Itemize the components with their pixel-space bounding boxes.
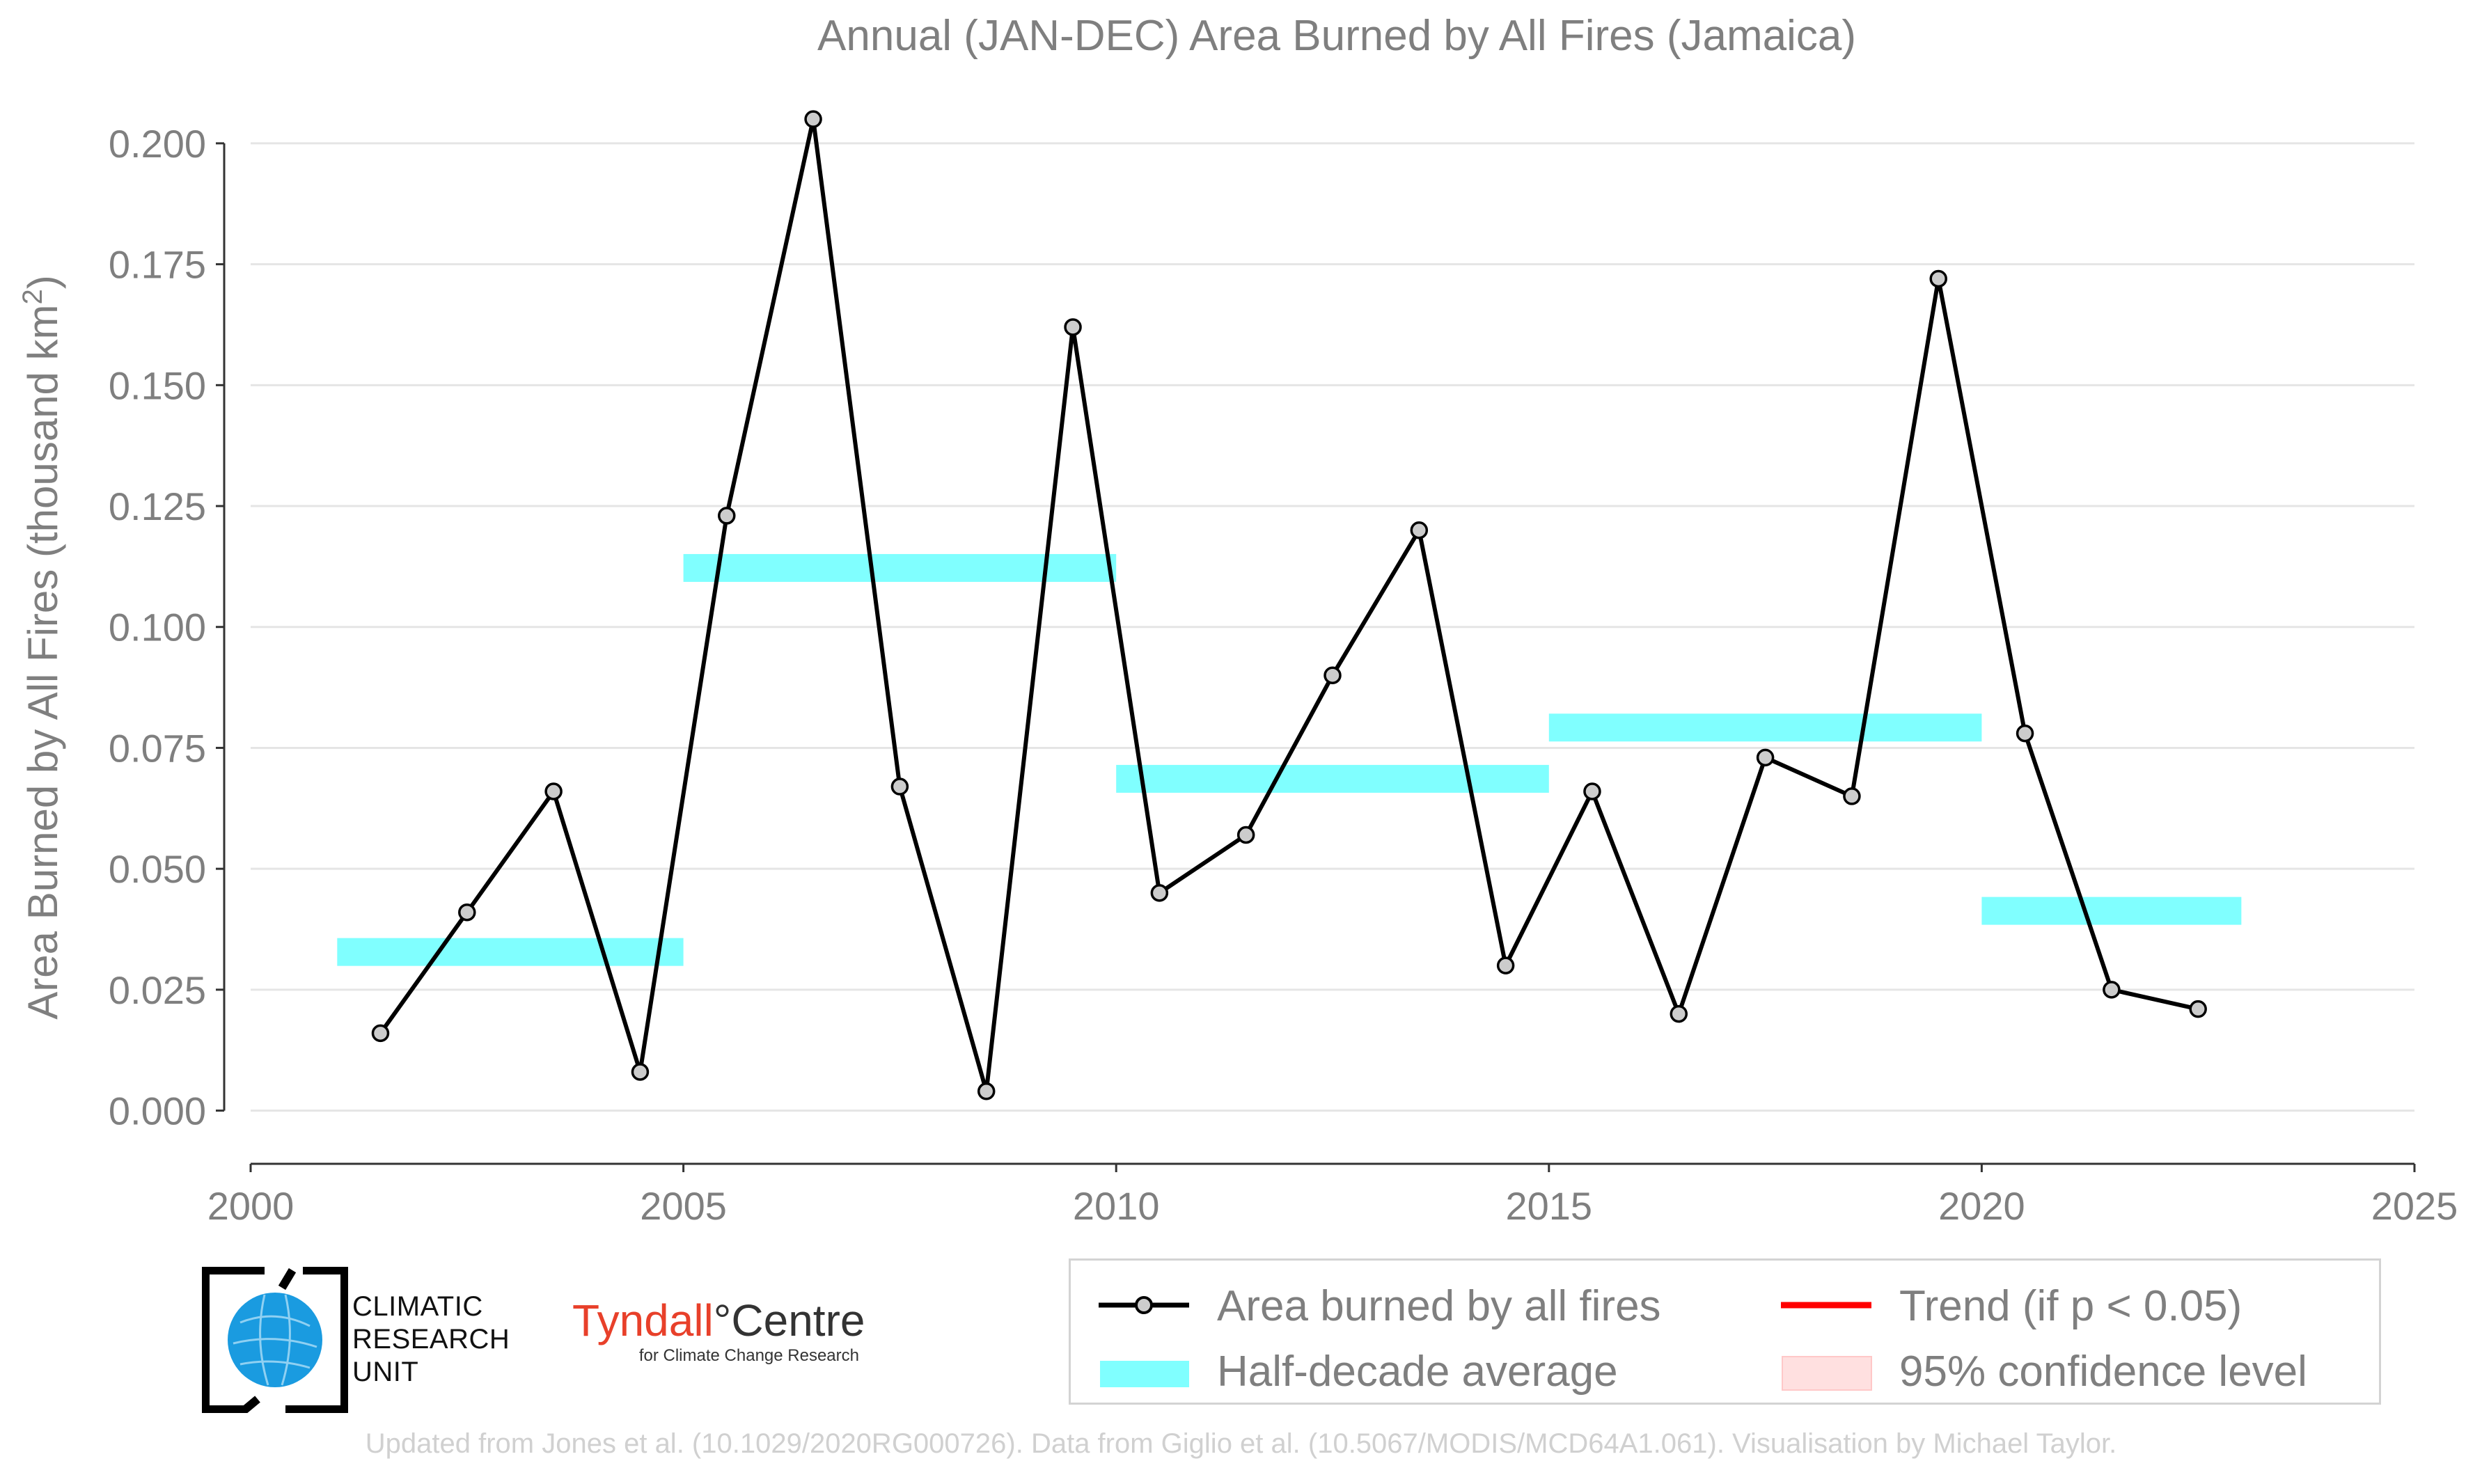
data-point — [1064, 318, 1082, 336]
y-tick-label: 0.125 — [109, 484, 206, 528]
y-axis-label: Area Burned by All Fires (thousand km2) — [17, 275, 66, 1019]
cru-line-2: RESEARCH — [352, 1324, 510, 1355]
tyndall-degree: ° — [713, 1295, 732, 1345]
grid-lines — [251, 142, 2414, 1112]
legend-confidence-icon — [1782, 1356, 1872, 1391]
data-point — [1929, 269, 1947, 288]
half-decade-bar — [1116, 764, 1549, 793]
y-axis-label-main: Area Burned by All Fires (thousand km — [19, 305, 66, 1020]
legend-label-area-burned: Area burned by all fires — [1217, 1282, 1661, 1330]
y-tick-label: 0.100 — [109, 606, 206, 649]
legend-item-trend: Trend (if p < 0.05) — [1767, 1273, 2366, 1330]
half-decade-bands — [337, 553, 2242, 966]
data-point — [1583, 782, 1601, 800]
x-tick-label: 2005 — [640, 1184, 727, 1228]
series-line — [379, 117, 2199, 1094]
data-point — [718, 507, 736, 525]
data-point — [1236, 826, 1255, 844]
legend-line-marker-icon — [1099, 1296, 1189, 1314]
cru-logo-text: CLIMATIC RESEARCH UNIT — [352, 1290, 510, 1389]
data-point — [2189, 1000, 2207, 1018]
x-tick-label: 2010 — [1073, 1184, 1160, 1228]
x-axis: 2000 2005 2010 2015 2020 2025 — [207, 1162, 2458, 1228]
y-axis-label-close: ) — [19, 275, 66, 289]
y-tick-label: 0.200 — [109, 122, 206, 166]
half-decade-bar — [683, 553, 1117, 582]
half-decade-bar — [1548, 713, 1982, 742]
legend: Area burned by all fires Trend (if p < 0… — [1069, 1258, 2381, 1405]
x-tick-label: 2015 — [1506, 1184, 1593, 1228]
data-point — [458, 903, 476, 922]
legend-trend-line-icon — [1781, 1302, 1871, 1309]
legend-label-half-decade: Half-decade average — [1217, 1348, 1618, 1396]
y-tick-label: 0.025 — [109, 968, 206, 1012]
data-point — [1496, 956, 1515, 974]
tyndall-logo: Tyndall°Centre for Climate Change Resear… — [572, 1296, 865, 1380]
data-point — [1756, 748, 1775, 767]
data-point — [1410, 521, 1429, 539]
tyndall-name-part2: Centre — [731, 1295, 865, 1345]
x-tick-label: 2000 — [207, 1184, 294, 1228]
y-axis: 0.000 0.025 0.050 0.075 0.100 0.125 0.150 0.175… — [109, 122, 226, 1133]
y-tick-label: 0.000 — [109, 1089, 206, 1133]
data-point — [1150, 884, 1169, 902]
footer-credits: Updated from Jones et al. (10.1029/2020R… — [365, 1428, 2117, 1459]
y-tick-label: 0.175 — [109, 243, 206, 287]
legend-label-trend: Trend (if p < 0.05) — [1899, 1282, 2243, 1330]
y-axis-label-sup: 2 — [17, 289, 48, 304]
half-decade-bar — [337, 938, 684, 966]
data-point — [544, 782, 563, 800]
tyndall-name-part1: Tyndall — [572, 1295, 714, 1345]
data-point — [631, 1063, 650, 1081]
legend-band-icon — [1100, 1361, 1189, 1387]
data-point — [890, 777, 909, 796]
legend-item-area-burned: Area burned by all fires — [1085, 1273, 1711, 1330]
x-tick-label: 2020 — [1938, 1184, 2025, 1228]
legend-item-half-decade: Half-decade average — [1085, 1339, 1711, 1396]
x-tick-label: 2025 — [2371, 1184, 2458, 1228]
cru-line-1: CLIMATIC — [352, 1291, 483, 1322]
data-point — [1670, 1004, 1688, 1023]
y-tick-label: 0.150 — [109, 363, 206, 407]
data-point — [2016, 724, 2034, 743]
data-point — [1843, 787, 1861, 805]
data-point — [371, 1024, 390, 1043]
data-point — [1324, 666, 1342, 684]
legend-item-confidence: 95% confidence level — [1767, 1339, 2366, 1396]
series-area-burned — [371, 110, 2207, 1100]
tyndall-name: Tyndall°Centre — [572, 1296, 865, 1345]
cru-line-3: UNIT — [352, 1357, 419, 1387]
data-point — [2103, 981, 2121, 999]
chart-title: Annual (JAN-DEC) Area Burned by All Fire… — [817, 12, 1856, 60]
cru-logo: CLIMATIC RESEARCH UNIT — [202, 1267, 529, 1413]
data-point — [977, 1082, 996, 1100]
half-decade-bar — [1981, 897, 2242, 925]
cru-globe-icon — [202, 1267, 348, 1413]
data-point — [804, 110, 822, 128]
chart: Annual (JAN-DEC) Area Burned by All Fire… — [17, 12, 2458, 1228]
y-tick-label: 0.050 — [109, 847, 206, 891]
y-tick-label: 0.075 — [109, 726, 206, 770]
tyndall-subtitle: for Climate Change Research — [638, 1346, 859, 1365]
legend-label-confidence: 95% confidence level — [1899, 1348, 2307, 1396]
